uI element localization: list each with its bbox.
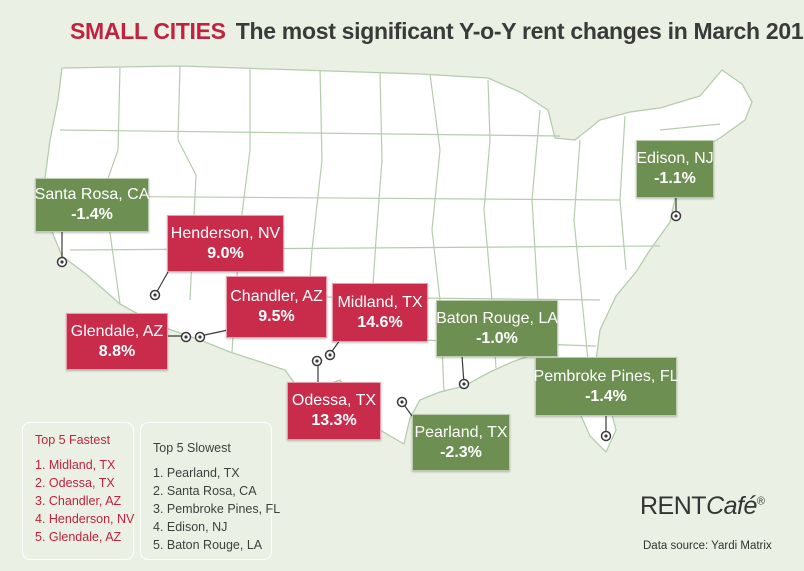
legend-item: 5. Baton Rouge, LA (153, 538, 263, 552)
city-label: Pembroke Pines, FL (533, 367, 679, 385)
legend-item: 2. Odessa, TX (35, 476, 115, 490)
city-label: Baton Rouge, LA (436, 309, 558, 327)
legend-item: 3. Chandler, AZ (35, 494, 122, 508)
city-change: -1.4% (71, 206, 113, 223)
title-tag: SMALL CITIES (70, 18, 226, 44)
legend-slowest: Top 5 Slowest 1. Pearland, TX 2. Santa R… (140, 422, 281, 560)
city-change: -2.3% (440, 443, 482, 461)
legend-fastest-heading: Top 5 Fastest (35, 433, 111, 447)
legend-fastest: Top 5 Fastest 1. Midland, TX 2. Odessa, … (22, 422, 134, 560)
title-text: The most significant Y-o-Y rent changes … (235, 18, 804, 44)
legend-item: 1. Midland, TX (35, 458, 116, 472)
rentcafe-logo: RENTCafé® (640, 492, 765, 521)
us-outline (43, 65, 753, 453)
city-label: Odessa, TX (291, 392, 377, 409)
city-change: -1.0% (476, 329, 518, 347)
callout-henderson: Henderson, NV 9.0% (167, 215, 284, 272)
callout-chandler: Chandler, AZ 9.5% (226, 276, 327, 338)
legend-item: 4. Edison, NJ (153, 520, 228, 534)
callout-baton-rouge: Baton Rouge, LA -1.0% (436, 300, 558, 357)
city-label: Edison, NJ (636, 150, 714, 167)
city-label: Henderson, NV (170, 224, 281, 242)
city-label: Glendale, AZ (70, 322, 164, 340)
callout-pembroke-pines: Pembroke Pines, FL -1.4% (533, 357, 679, 416)
city-change: -1.1% (654, 170, 696, 187)
legend-item: 4. Henderson, NV (35, 512, 135, 526)
callout-santa-rosa: Santa Rosa, CA -1.4% (35, 178, 149, 232)
city-label: Chandler, AZ (230, 288, 323, 305)
legend-item: 1. Pearland, TX (153, 466, 240, 480)
city-change: 8.8% (98, 342, 136, 360)
callout-midland: Midland, TX 14.6% (332, 283, 428, 342)
legend-item: 2. Santa Rosa, CA (153, 484, 257, 498)
city-change: -1.4% (585, 387, 627, 405)
brand-mark: ® (756, 495, 765, 508)
callout-edison: Edison, NJ -1.1% (636, 140, 714, 198)
city-change: 9.0% (207, 244, 244, 262)
city-label: Pearland, TX (414, 423, 508, 441)
brand-rent: RENT (640, 492, 707, 520)
legend-item: 3. Pembroke Pines, FL (153, 502, 281, 516)
city-change: 13.3% (311, 412, 357, 429)
city-label: Santa Rosa, CA (34, 186, 150, 203)
brand-cafe: Café (706, 492, 757, 520)
city-change: 14.6% (357, 313, 403, 331)
city-change: 9.5% (258, 308, 295, 325)
data-source: Data source: Yardi Matrix (643, 540, 772, 552)
callout-odessa: Odessa, TX 13.3% (287, 382, 381, 440)
legend-slowest-heading: Top 5 Slowest (153, 441, 231, 455)
callout-glendale: Glendale, AZ 8.8% (66, 313, 168, 370)
page-title: SMALL CITIES The most significant Y-o-Y r… (70, 18, 804, 45)
city-label: Midland, TX (337, 293, 423, 311)
legend-item: 5. Glendale, AZ (35, 530, 122, 544)
callout-pearland: Pearland, TX -2.3% (412, 414, 510, 471)
